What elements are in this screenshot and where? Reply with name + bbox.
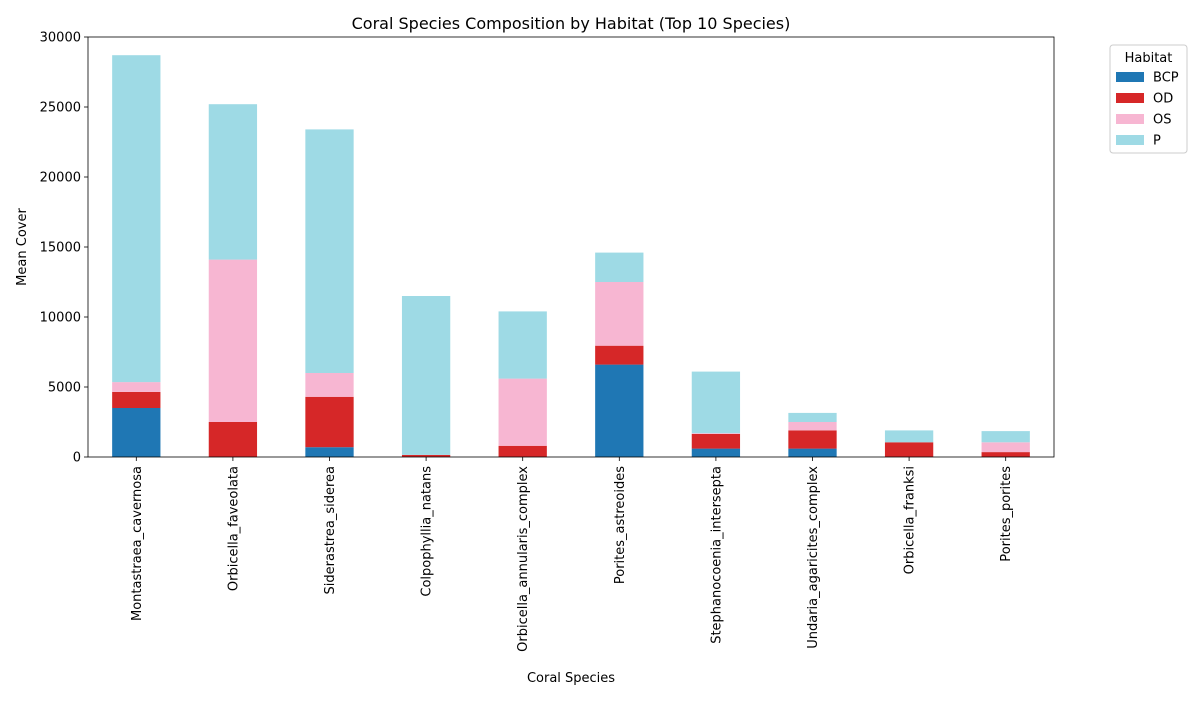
bar-segment-p-0 [112, 55, 161, 383]
legend-swatch-p [1116, 135, 1144, 145]
x-tick-label-0: Montastraea_cavernosa [130, 466, 145, 621]
bar-segment-p-9 [981, 431, 1030, 443]
bar-segment-od-4 [498, 445, 547, 457]
x-tick-label-8: Orbicella_franksi [903, 466, 918, 574]
bar-segment-od-8 [884, 442, 934, 457]
legend-swatch-os [1116, 114, 1144, 124]
x-tick-label-2: Siderastrea_siderea [323, 466, 338, 594]
bar-segment-bcp-0 [112, 408, 161, 457]
bar-segment-p-7 [788, 412, 837, 422]
x-tick-label-6: Stephanocoenia_intersepta [709, 466, 724, 644]
plot-area [112, 55, 1030, 457]
bar-segment-od-5 [595, 345, 644, 365]
bar-segment-os-0 [112, 382, 161, 392]
y-tick-label-2: 10000 [40, 311, 81, 326]
bar-segment-bcp-2 [305, 447, 354, 457]
y-tick-label-3: 15000 [40, 241, 81, 256]
x-tick-label-9: Porites_porites [999, 466, 1014, 562]
legend-label-p: P [1153, 134, 1161, 149]
bar-segment-od-3 [401, 454, 451, 457]
bar-segment-od-1 [208, 422, 258, 457]
bar-segment-os-2 [305, 373, 354, 397]
legend-swatch-bcp [1116, 72, 1144, 82]
y-tick-label-0: 0 [73, 451, 81, 466]
x-axis-label: Coral Species [527, 671, 615, 686]
legend-title: Habitat [1125, 51, 1173, 66]
x-tick-label-1: Orbicella_faveolata [226, 466, 241, 591]
bar-segment-p-4 [498, 311, 547, 379]
y-axis-label: Mean Cover [15, 208, 30, 286]
bar-segment-od-7 [788, 430, 837, 449]
legend-swatch-od [1116, 93, 1144, 103]
chart-title: Coral Species Composition by Habitat (To… [352, 14, 791, 33]
bar-segment-bcp-6 [691, 448, 741, 457]
bar-segment-od-6 [691, 433, 741, 449]
bar-segment-p-3 [401, 296, 451, 455]
bar-segment-bcp-5 [595, 364, 644, 457]
y-tick-label-4: 20000 [40, 171, 81, 186]
x-tick-label-3: Colpophyllia_natans [420, 466, 435, 597]
y-tick-label-6: 30000 [40, 31, 81, 46]
bar-segment-od-2 [305, 396, 354, 448]
axes: 0 5000 10000 15000 20000 25000 30000 Montastrae… [40, 31, 1055, 652]
bar-segment-p-5 [595, 252, 644, 282]
legend: Habitat BCP OD OS P [1109, 44, 1188, 154]
bar-segment-p-1 [208, 104, 258, 260]
bar-segment-os-6 [691, 433, 741, 434]
bar-segment-os-5 [595, 282, 644, 346]
x-tick-label-4: Orbicella_annularis_complex [516, 466, 531, 652]
legend-label-os: OS [1153, 113, 1171, 128]
bar-segment-p-6 [691, 371, 741, 434]
y-tick-label-5: 25000 [40, 101, 81, 116]
bar-segment-os-1 [208, 259, 258, 422]
x-tick-label-5: Porites_astreoides [613, 466, 628, 584]
bar-segment-p-2 [305, 129, 354, 373]
bar-segment-od-0 [112, 391, 161, 408]
bar-segment-od-9 [981, 452, 1030, 457]
x-tick-label-7: Undaria_agaricites_complex [806, 466, 821, 649]
legend-label-od: OD [1153, 92, 1173, 107]
bar-segment-bcp-7 [788, 448, 837, 457]
y-tick-label-1: 5000 [48, 381, 81, 396]
bar-segment-os-9 [981, 442, 1030, 453]
bar-segment-os-7 [788, 422, 837, 431]
bar-segment-os-4 [498, 378, 547, 446]
legend-label-bcp: BCP [1153, 71, 1179, 86]
bar-segment-p-8 [884, 430, 934, 443]
